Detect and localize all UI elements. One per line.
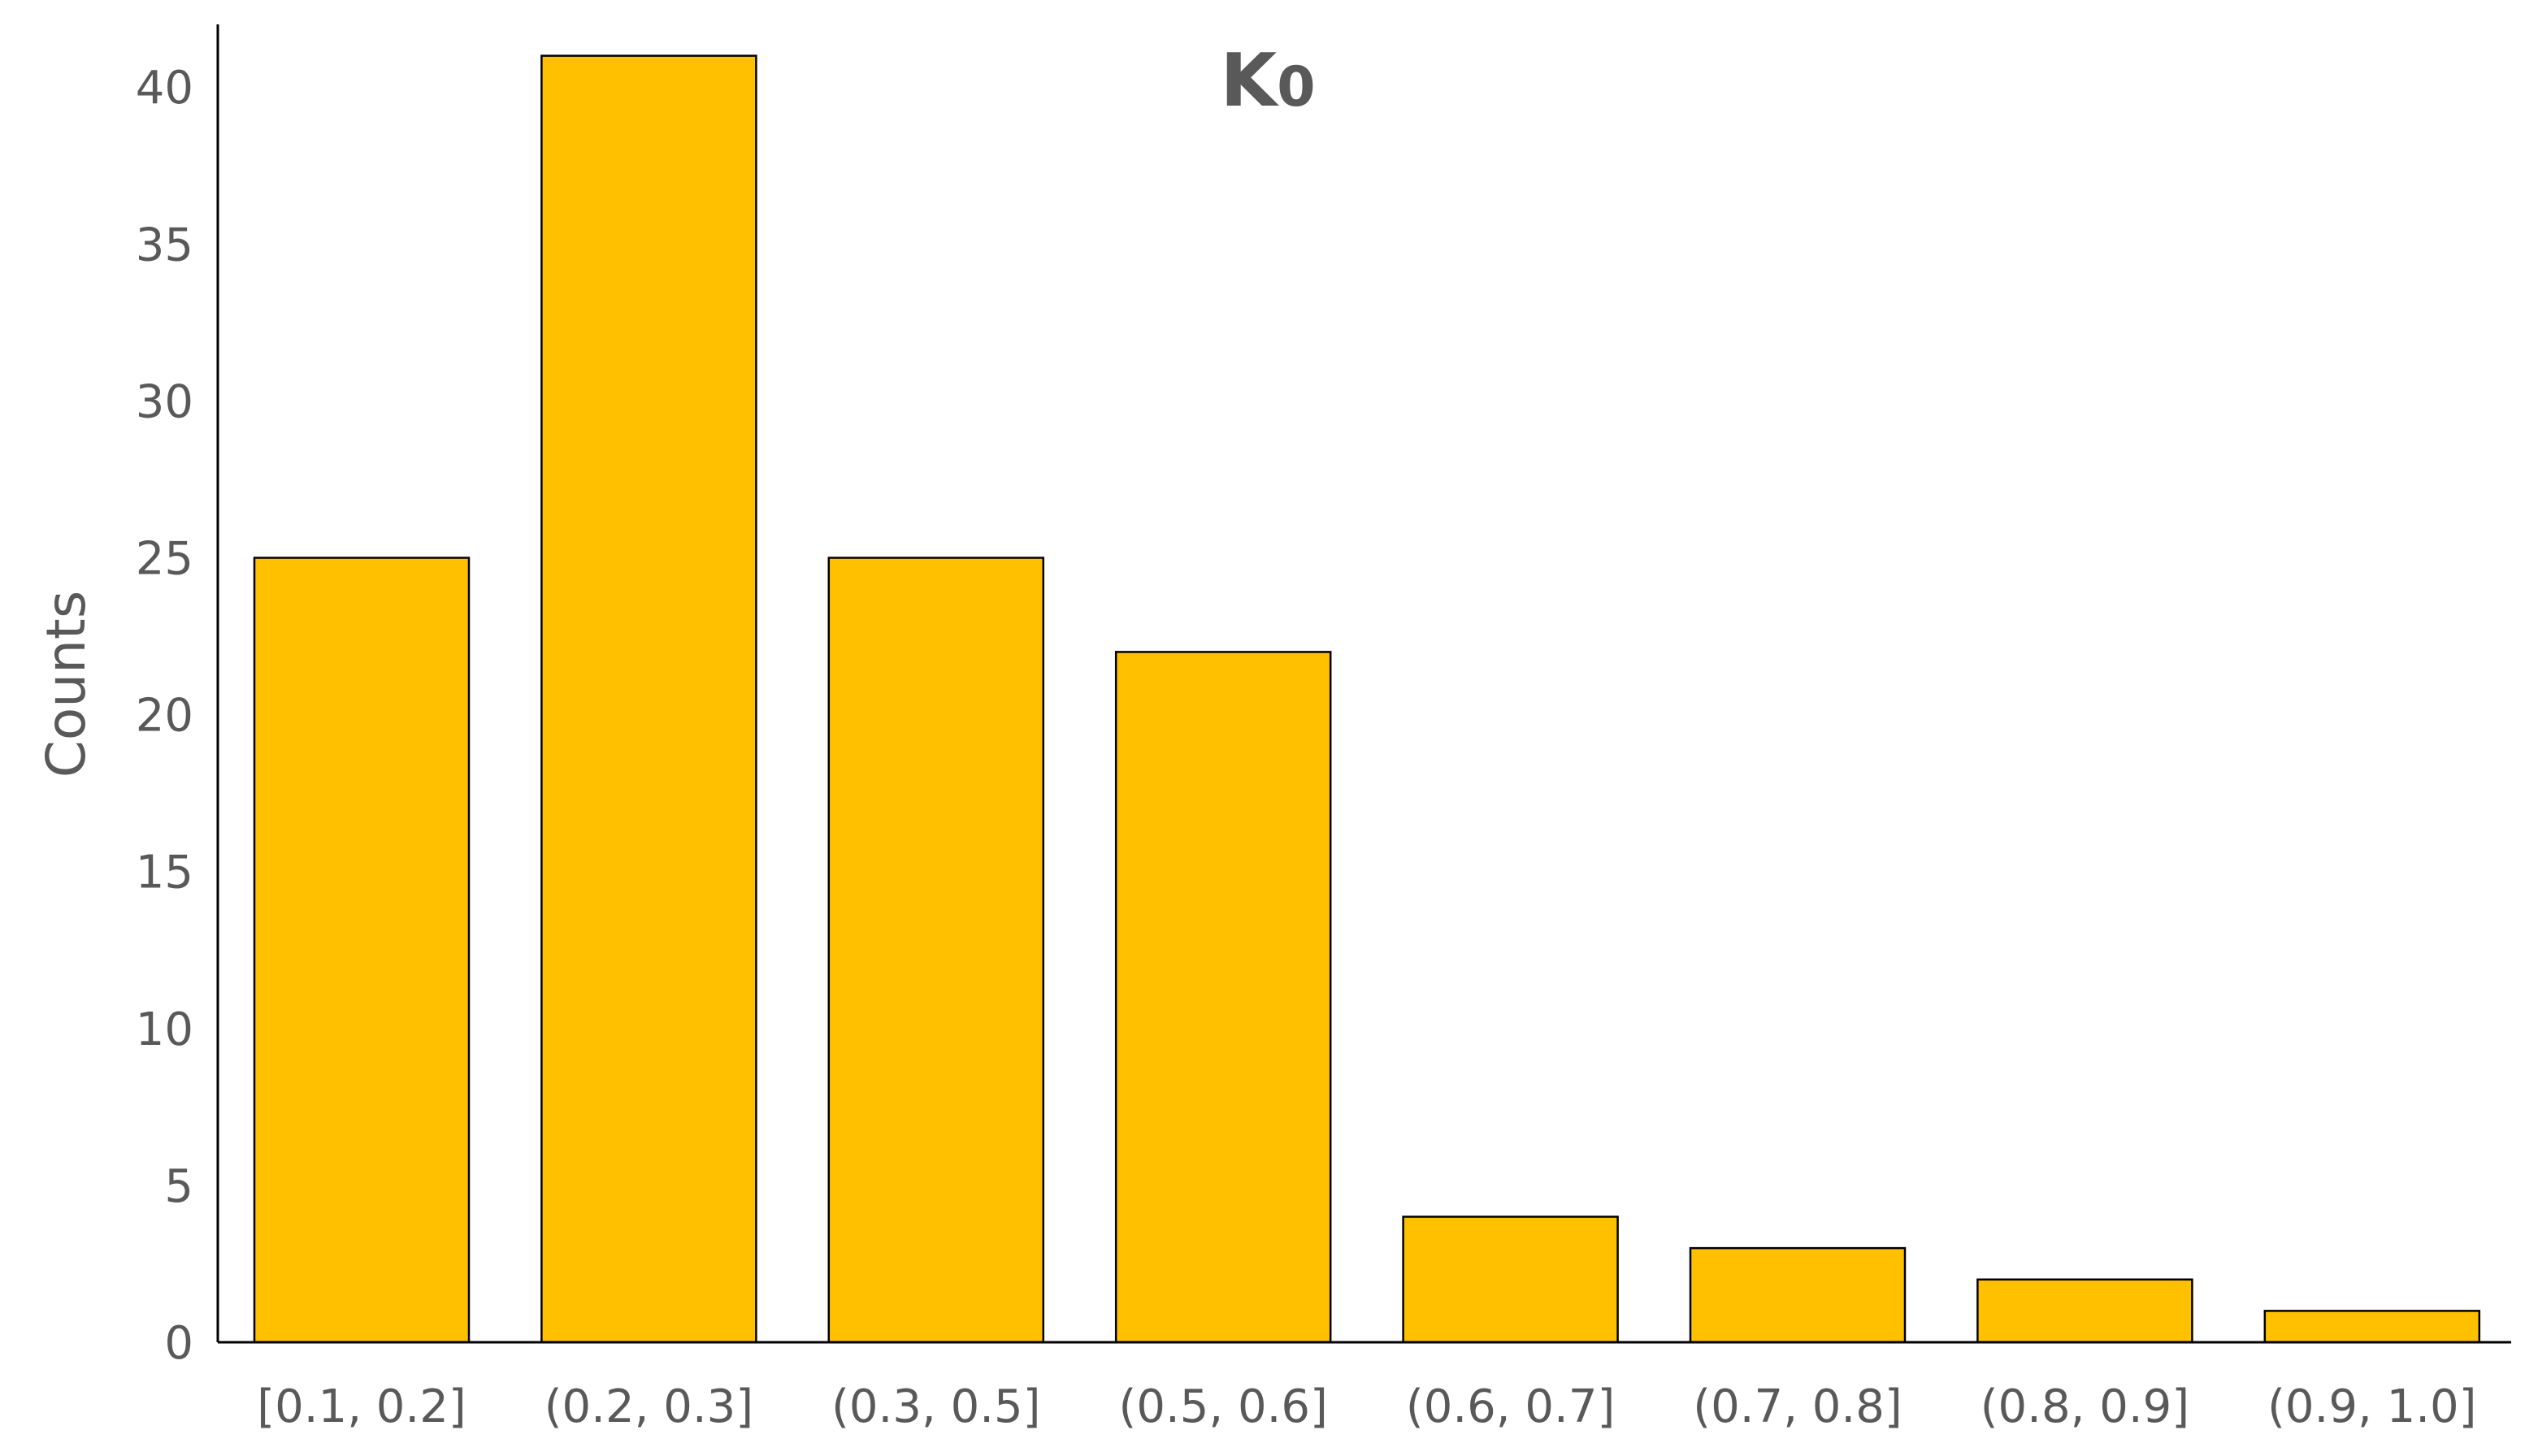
y-axis-title: Counts (35, 591, 98, 778)
bar-6 (1976, 1278, 2193, 1344)
chart-title-subscript: 0 (1277, 55, 1315, 119)
bar-0 (253, 557, 471, 1344)
x-tick-label: (0.9, 1.0] (2267, 1380, 2476, 1433)
y-tick-label: 35 (136, 219, 193, 271)
x-tick-label: (0.6, 0.7] (1406, 1380, 1615, 1433)
x-tick-label: [0.1, 0.2] (257, 1380, 466, 1433)
x-tick-labels: [0.1, 0.2] (0.2, 0.3] (0.3, 0.5] (0.5, 0.6]… (257, 1380, 2476, 1433)
chart-title: K0 (1220, 38, 1315, 124)
y-tick-label: 30 (136, 375, 193, 428)
y-tick-label: 25 (136, 533, 193, 586)
y-tick-label: 0 (164, 1317, 193, 1370)
x-tick-label: (0.3, 0.5] (831, 1380, 1040, 1433)
x-tick-label: (0.5, 0.6] (1118, 1380, 1327, 1433)
y-tick-label: 10 (136, 1003, 193, 1056)
bar-2 (827, 557, 1045, 1344)
bar-3 (1114, 651, 1332, 1344)
x-tick-label: (0.7, 0.8] (1693, 1380, 1902, 1433)
bar-7 (2263, 1310, 2481, 1344)
y-tick-label: 5 (164, 1160, 193, 1213)
y-tick-label: 20 (136, 690, 193, 743)
y-tick-label: 15 (136, 847, 193, 899)
bars-layer (253, 54, 2481, 1344)
bar-5 (1689, 1246, 1907, 1344)
bar-4 (1402, 1216, 1619, 1344)
bar-1 (540, 54, 757, 1344)
chart-title-main: K (1220, 38, 1279, 124)
x-tick-label: (0.2, 0.3] (544, 1380, 753, 1433)
y-tick-label: 40 (136, 62, 193, 115)
x-tick-label: (0.8, 0.9] (1981, 1380, 2189, 1433)
y-tick-labels: 0 5 10 15 20 25 30 35 40 (136, 62, 193, 1370)
